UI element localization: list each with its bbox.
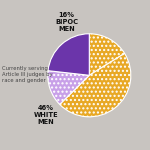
Wedge shape — [60, 53, 131, 117]
Wedge shape — [48, 71, 89, 104]
Text: Currently serving
Article III judges by
race and gender: Currently serving Article III judges by … — [2, 66, 52, 83]
Text: 46%
WHITE
MEN: 46% WHITE MEN — [33, 105, 58, 125]
Wedge shape — [48, 34, 89, 75]
Text: 16%
BIPOC
MEN: 16% BIPOC MEN — [55, 12, 78, 32]
Wedge shape — [89, 34, 125, 75]
